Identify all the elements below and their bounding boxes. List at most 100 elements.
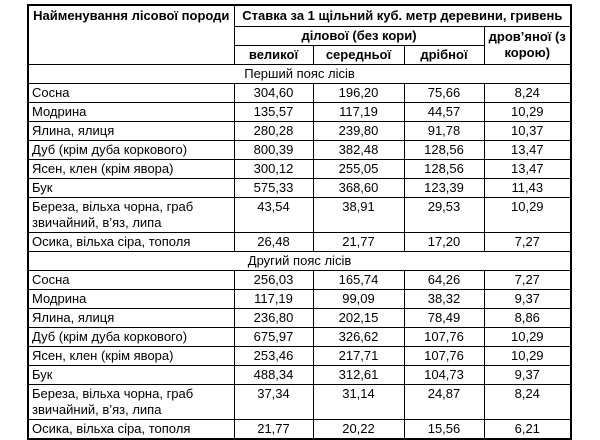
section-header-row: Другий пояс лісів: [27, 250, 572, 271]
rate-medium-cell: 239,80: [312, 120, 405, 141]
rate-big-cell: 253,46: [233, 345, 314, 366]
rate-small-cell: 24,87: [403, 383, 485, 420]
species-cell: Ясен, клен (крім явора): [27, 158, 235, 179]
species-cell: Модрина: [27, 101, 235, 122]
rate-medium-cell: 202,15: [312, 307, 405, 328]
rate-firewood-cell: 8,24: [483, 82, 572, 103]
species-cell: Береза, вільха чорна, граб звичайний, в’…: [27, 383, 235, 420]
species-cell: Сосна: [27, 82, 235, 103]
rate-firewood-cell: 6,21: [483, 418, 572, 439]
size-small-header: дрібної: [403, 44, 485, 65]
rate-big-cell: 43,54: [233, 196, 314, 233]
rate-small-cell: 64,26: [403, 269, 485, 290]
table-row: Береза, вільха чорна, граб звичайний, в’…: [27, 196, 572, 233]
rate-firewood-cell: 7,27: [483, 269, 572, 290]
table-row: Модрина 135,57 117,19 44,57 10,29: [27, 101, 572, 122]
species-cell: Модрина: [27, 288, 235, 309]
table-row: Бук 488,34 312,61 104,73 9,37: [27, 364, 572, 385]
rate-firewood-cell: 10,29: [483, 345, 572, 366]
species-cell: Осика, вільха сіра, тополя: [27, 418, 235, 439]
business-wood-header: ділової (без кори): [233, 25, 485, 46]
firewood-header: дров’яної (з корою): [483, 25, 572, 65]
species-cell: Дуб (крім дуба коркового): [27, 139, 235, 160]
rate-medium-cell: 38,91: [312, 196, 405, 233]
species-cell: Ясен, клен (крім явора): [27, 345, 235, 366]
rate-medium-cell: 326,62: [312, 326, 405, 347]
rate-medium-cell: 217,71: [312, 345, 405, 366]
header-row-1: Найменування лісової породи Ставка за 1 …: [27, 4, 572, 65]
species-column-header: Найменування лісової породи: [27, 4, 235, 65]
rate-medium-cell: 196,20: [312, 82, 405, 103]
rate-big-cell: 280,28: [233, 120, 314, 141]
rate-firewood-cell: 9,37: [483, 364, 572, 385]
rate-firewood-cell: 7,27: [483, 231, 572, 252]
rate-small-cell: 17,20: [403, 231, 485, 252]
rate-small-cell: 128,56: [403, 158, 485, 179]
rate-small-cell: 15,56: [403, 418, 485, 439]
species-cell: Дуб (крім дуба коркового): [27, 326, 235, 347]
rate-small-cell: 38,32: [403, 288, 485, 309]
size-big-header: великої: [233, 44, 314, 65]
rate-big-cell: 256,03: [233, 269, 314, 290]
rate-firewood-cell: 13,47: [483, 139, 572, 160]
rate-big-cell: 135,57: [233, 101, 314, 122]
table-row: Ясен, клен (крім явора) 300,12 255,05 12…: [27, 158, 572, 179]
timber-rates-table: Найменування лісової породи Ставка за 1 …: [27, 4, 573, 440]
rate-small-cell: 75,66: [403, 82, 485, 103]
rate-medium-cell: 21,77: [312, 231, 405, 252]
section-header-row: Перший пояс лісів: [27, 63, 572, 84]
rate-small-cell: 128,56: [403, 139, 485, 160]
rate-medium-cell: 368,60: [312, 177, 405, 198]
table-row: Сосна 256,03 165,74 64,26 7,27: [27, 269, 572, 290]
table-row: Ясен, клен (крім явора) 253,46 217,71 10…: [27, 345, 572, 366]
species-cell: Сосна: [27, 269, 235, 290]
rate-big-cell: 21,77: [233, 418, 314, 439]
rate-medium-cell: 117,19: [312, 101, 405, 122]
rate-medium-cell: 165,74: [312, 269, 405, 290]
rate-medium-cell: 99,09: [312, 288, 405, 309]
rate-big-cell: 236,80: [233, 307, 314, 328]
rate-firewood-cell: 8,24: [483, 383, 572, 420]
size-medium-header: середньої: [312, 44, 405, 65]
rate-big-cell: 26,48: [233, 231, 314, 252]
table-row: Береза, вільха чорна, граб звичайний, в’…: [27, 383, 572, 420]
table-row: Модрина 117,19 99,09 38,32 9,37: [27, 288, 572, 309]
table-row: Ялина, ялиця 280,28 239,80 91,78 10,37: [27, 120, 572, 141]
table-row: Дуб (крім дуба коркового) 800,39 382,48 …: [27, 139, 572, 160]
species-cell: Ялина, ялиця: [27, 120, 235, 141]
rate-big-cell: 117,19: [233, 288, 314, 309]
rate-small-cell: 123,39: [403, 177, 485, 198]
rate-small-cell: 78,49: [403, 307, 485, 328]
rate-big-cell: 800,39: [233, 139, 314, 160]
table-row: Осика, вільха сіра, тополя 21,77 20,22 1…: [27, 418, 572, 439]
rate-small-cell: 104,73: [403, 364, 485, 385]
rate-column-header: Ставка за 1 щільний куб. метр деревини, …: [233, 4, 572, 27]
rate-big-cell: 575,33: [233, 177, 314, 198]
rate-firewood-cell: 10,29: [483, 326, 572, 347]
header-row-2: ділової (без кори) дров’яної (з корою): [28, 25, 572, 65]
rate-medium-cell: 312,61: [312, 364, 405, 385]
species-cell: Ялина, ялиця: [27, 307, 235, 328]
rate-medium-cell: 31,14: [312, 383, 405, 420]
rate-firewood-cell: 11,43: [483, 177, 572, 198]
rate-firewood-cell: 10,37: [483, 120, 572, 141]
rate-big-cell: 300,12: [233, 158, 314, 179]
table-row: Ялина, ялиця 236,80 202,15 78,49 8,86: [27, 307, 572, 328]
table-row: Бук 575,33 368,60 123,39 11,43: [27, 177, 572, 198]
rate-medium-cell: 20,22: [312, 418, 405, 439]
section-title: Перший пояс лісів: [27, 63, 572, 84]
rate-small-cell: 91,78: [403, 120, 485, 141]
rate-big-cell: 37,34: [233, 383, 314, 420]
table-row: Осика, вільха сіра, тополя 26,48 21,77 1…: [27, 231, 572, 252]
species-cell: Бук: [27, 177, 235, 198]
table-row: Дуб (крім дуба коркового) 675,97 326,62 …: [27, 326, 572, 347]
rate-big-cell: 304,60: [233, 82, 314, 103]
species-cell: Береза, вільха чорна, граб звичайний, в’…: [27, 196, 235, 233]
rate-big-cell: 675,97: [233, 326, 314, 347]
rate-small-cell: 29,53: [403, 196, 485, 233]
rate-firewood-cell: 9,37: [483, 288, 572, 309]
rate-small-cell: 107,76: [403, 326, 485, 347]
rate-small-cell: 107,76: [403, 345, 485, 366]
section-title: Другий пояс лісів: [27, 250, 572, 271]
